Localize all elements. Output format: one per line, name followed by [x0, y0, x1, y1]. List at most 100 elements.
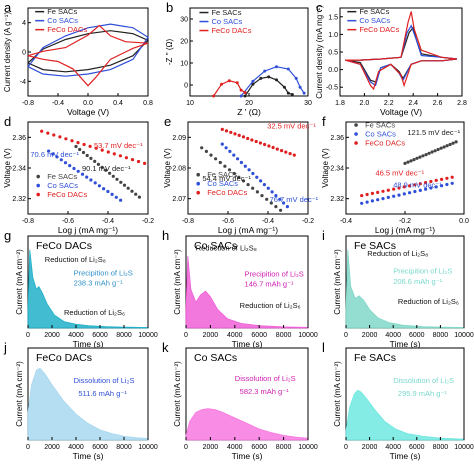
y-tick-label: 0.0: [328, 67, 338, 74]
scatter-point: [106, 189, 110, 194]
x-tick-label: 0: [184, 444, 188, 451]
line-series: [344, 11, 457, 91]
y-tick-label: 0: [22, 50, 26, 57]
x-axis-label: Log j (mA mg⁻¹): [58, 225, 118, 235]
annotation: Reduction of Li₂S₆: [64, 308, 125, 317]
scatter-point: [80, 172, 85, 176]
y-tick-label: 2.32: [12, 196, 26, 203]
scatter-point: [232, 171, 236, 176]
area-series: [185, 256, 309, 329]
x-axis-label: Time (s): [390, 451, 421, 461]
scatter-point: [100, 165, 104, 169]
scatter-point: [134, 192, 138, 196]
scatter-point: [386, 195, 390, 199]
annotation: Precipition of Li₂S: [393, 267, 452, 276]
panel-c: c 1.8 2.0 2.2 2.4 2.6 2.8 -0.5 0.0 0.5 1.0 1.5 Volta…: [315, 0, 467, 117]
scatter-point: [266, 186, 270, 190]
scatter-point: [102, 187, 106, 191]
data-point: [220, 82, 223, 86]
data-point: [282, 85, 286, 89]
scatter-point: [265, 197, 269, 201]
y-tick-label: 2.32: [330, 196, 344, 203]
y-axis-label: Current density (A g⁻¹): [3, 12, 12, 93]
y-tick-label: 1.0: [328, 32, 338, 39]
data-point: [298, 85, 302, 89]
scatter-point: [440, 184, 444, 188]
data-point: [243, 94, 247, 98]
legend-marker: [196, 181, 200, 186]
scatter-point: [365, 200, 369, 204]
scatter-point: [254, 139, 258, 144]
annotation: 76.7 mV dec⁻¹: [270, 195, 319, 204]
data-point: [235, 81, 239, 85]
x-tick-label: -0.2: [399, 218, 411, 225]
x-tick-label: 8000: [433, 332, 449, 339]
x-tick-label: 8000: [276, 444, 292, 451]
x-tick-label: 0: [26, 332, 30, 339]
scatter-point: [292, 153, 296, 157]
annotation: 582.3 mAh g⁻¹: [240, 387, 289, 396]
scatter-point: [278, 197, 282, 201]
scatter-point: [413, 189, 417, 194]
panel-i: i 0 2000 4000 6000 8000 10000 Time (s) Current (…: [322, 228, 474, 349]
scatter-point: [224, 146, 228, 150]
data-point: [259, 76, 263, 80]
scatter-point: [93, 159, 97, 163]
scatter-point: [274, 194, 278, 198]
scatter-point: [424, 153, 428, 157]
scatter-point: [110, 192, 114, 196]
scatter-point: [200, 146, 204, 150]
annotation: Dissolution of Li₂S: [393, 376, 454, 385]
scatter-point: [381, 189, 385, 193]
annotation: Reduction of Li₂S₆: [240, 301, 301, 310]
panel-j: j 0 2000 4000 6000 8000 10000 Time (s) Current (…: [3, 340, 158, 461]
scatter-point: [285, 205, 289, 209]
scatter-point: [112, 152, 116, 156]
scatter-point: [218, 160, 222, 165]
scatter-point: [436, 147, 440, 152]
scatter-point: [76, 141, 80, 145]
y-tick-label: 10: [180, 61, 188, 68]
legend-label: FeCo DACs: [365, 139, 405, 148]
scatter-point: [360, 194, 364, 198]
scatter-point: [233, 132, 237, 136]
annotation: 206.6 mAh g⁻¹: [393, 277, 442, 286]
annotation: 238.3 mAh g⁻¹: [74, 279, 123, 288]
area-series: [27, 249, 149, 329]
scatter-point: [418, 182, 422, 186]
x-tick-label: 10: [186, 100, 194, 107]
scatter-point: [408, 191, 412, 195]
legend-label: Fe SACs: [47, 7, 77, 16]
scatter-point: [130, 189, 134, 193]
legend-label: Fe SACs: [359, 7, 389, 16]
x-tick-label: 2.2: [384, 100, 394, 107]
scatter-point: [406, 160, 410, 164]
data-point: [239, 88, 243, 92]
annotation: Reduction of Li₂S₈: [367, 249, 428, 258]
scatter-point: [224, 129, 229, 133]
x-tick-label: 8000: [433, 444, 449, 451]
panel-letter: k: [162, 340, 169, 355]
data-point: [267, 75, 271, 79]
x-tick-label: 6000: [409, 444, 425, 451]
scatter-point: [282, 201, 286, 205]
scatter-point: [220, 142, 224, 146]
scatter-point: [137, 195, 141, 199]
x-tick-label: 6000: [409, 332, 425, 339]
y-axis-label: Voltage (V): [163, 148, 172, 188]
legend-marker: [354, 141, 358, 145]
x-tick-label: -0.6: [222, 218, 234, 225]
scatter-point: [55, 155, 59, 159]
scatter-point: [47, 149, 51, 153]
scatter-point: [82, 142, 86, 147]
x-tick-label: 4000: [227, 332, 243, 339]
y-axis-label: Voltage (V): [321, 148, 330, 188]
x-tick-label: 30: [304, 100, 312, 107]
scatter-point: [89, 178, 93, 182]
scatter-point: [433, 149, 437, 153]
scatter-point: [397, 186, 401, 190]
data-point: [227, 79, 231, 83]
scatter-point: [376, 190, 380, 194]
scatter-point: [52, 133, 56, 137]
legend-marker: [196, 190, 200, 195]
